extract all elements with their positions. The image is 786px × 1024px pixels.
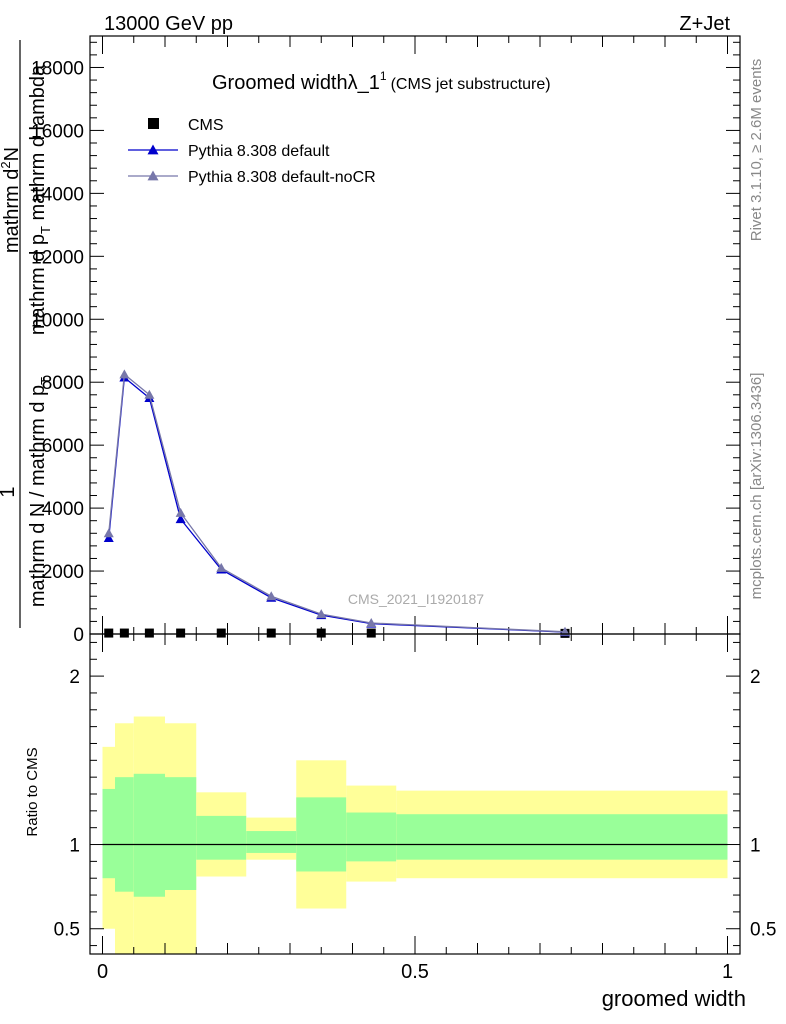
- svg-text:mathrm d N / mathrm d pT: mathrm d N / mathrm d pT: [27, 377, 53, 607]
- ratio-ticks: 0.5 0.5 1 1 2 2 0 0.5 1: [54, 634, 776, 983]
- main-ticks: 0 2000 4000 6000 8000 10000 12000 14000 16000 180…: [31, 36, 740, 646]
- data-point: [366, 628, 376, 638]
- ylabel-line1: mathrm d: [1, 169, 23, 253]
- ylabel-line1-rest: N: [1, 147, 23, 161]
- main-ytick-label: 12000: [31, 247, 84, 268]
- svg-text:mathrm d pT mathrm d lambda: mathrm d pT mathrm d lambda: [27, 64, 53, 335]
- ratio-ylabel: Ratio to CMS: [24, 747, 41, 836]
- rivet-label: Rivet 3.1.10, ≥ 2.6M events: [748, 59, 765, 242]
- data-point: [176, 628, 186, 638]
- energy-label: 13000 GeV pp: [104, 13, 233, 35]
- data-point: [144, 389, 155, 399]
- legend-item: Pythia 8.308 default-noCR: [128, 169, 376, 186]
- process-label: Z+Jet: [679, 13, 730, 35]
- main-title: Groomed widthλ_11 (CMS jet substructure): [212, 69, 551, 94]
- xtick-label: 0.5: [401, 961, 429, 983]
- data-point: [366, 617, 377, 627]
- data-point: [316, 628, 326, 638]
- ratio-band-inner: [296, 797, 347, 872]
- ratio-band-inner: [196, 815, 247, 860]
- title-text: Groomed width: [212, 72, 348, 94]
- series-1: [103, 372, 570, 637]
- ratio-ytick-label: 0.5: [54, 920, 80, 941]
- data-point: [266, 591, 277, 601]
- legend: CMS Pythia 8.308 default Pythia 8.308 defa…: [128, 117, 376, 186]
- ylabel-line2-rest: mathrm d lambda: [27, 64, 49, 226]
- main-ytick-label: 18000: [31, 58, 84, 79]
- ratio-band-inner: [133, 773, 165, 897]
- data-point: [119, 369, 130, 379]
- ratio-band-inner: [346, 812, 397, 862]
- data-point: [175, 514, 186, 524]
- data-point: [266, 628, 276, 638]
- ratio-ytick-label-right: 1: [750, 836, 761, 857]
- ratio-ytick-label: 1: [69, 836, 80, 857]
- data-point: [103, 528, 114, 538]
- data-point: [175, 507, 186, 517]
- data-point: [119, 628, 129, 638]
- series-line: [108, 376, 566, 633]
- data-point: [216, 562, 227, 572]
- legend-marker: [147, 170, 159, 181]
- mcplots-label: mcplots.cern.ch [arXiv:1306.3436]: [748, 373, 765, 600]
- main-ytick-label: 14000: [31, 184, 84, 205]
- xtick-label: 1: [722, 961, 733, 983]
- main-ytick-label: 0: [73, 625, 84, 646]
- ylabel-line2: mathrm d p: [27, 234, 49, 335]
- ylabel-numer: 1: [0, 486, 19, 497]
- ylabel-line1-sup: 2: [0, 161, 13, 168]
- ratio-panel: 0.5 0.5 1 1 2 2 0 0.5 1: [54, 633, 776, 983]
- main-ytick-label: 2000: [42, 562, 84, 583]
- ratio-band-inner: [396, 814, 728, 860]
- ratio-frame: [89, 633, 741, 955]
- legend-label: Pythia 8.308 default: [188, 143, 330, 160]
- ratio-band-inner: [246, 831, 297, 853]
- ylabel-line2-sub: T: [38, 226, 53, 234]
- ratio-band-inner: [115, 777, 134, 892]
- legend-label: Pythia 8.308 default-noCR: [188, 169, 376, 186]
- x-axis-label: groomed width: [602, 986, 746, 1011]
- main-panel: 0 2000 4000 6000 8000 10000 12000 14000 16000 180…: [31, 35, 741, 646]
- xtick-label: 0: [97, 961, 108, 983]
- main-ytick-label: 10000: [31, 310, 84, 331]
- main-series: [103, 369, 570, 638]
- data-point: [316, 609, 327, 619]
- data-point: [104, 628, 114, 638]
- ratio-bands: [102, 716, 728, 954]
- main-ytick-label: 4000: [42, 499, 84, 520]
- main-ylabel: mathrm d2N mathrm d pT mathrm d lambda 1…: [0, 40, 53, 628]
- title-symbol: λ_1: [348, 72, 380, 94]
- data-point: [103, 533, 114, 543]
- data-point: [144, 628, 154, 638]
- ratio-ytick-label: 2: [69, 667, 80, 688]
- ratio-band-inner: [165, 777, 197, 890]
- ylabel-denom: mathrm d N / mathrm d p: [27, 385, 49, 607]
- series-2: [103, 369, 570, 636]
- ratio-ytick-label-right: 0.5: [750, 920, 776, 941]
- ratio-band-inner: [102, 788, 115, 879]
- title-sup: 1: [380, 69, 387, 83]
- main-ytick-label: 6000: [42, 436, 84, 457]
- watermark: CMS_2021_I1920187: [348, 591, 484, 607]
- legend-marker: [148, 118, 159, 129]
- legend-marker: [147, 144, 159, 155]
- legend-item: CMS: [148, 117, 224, 134]
- main-ytick-label: 16000: [31, 121, 84, 142]
- series-line: [108, 373, 566, 633]
- legend-item: Pythia 8.308 default: [128, 143, 330, 160]
- svg-text:mathrm d2N: mathrm d2N: [0, 147, 23, 253]
- series-0: [104, 628, 570, 638]
- ratio-ytick-label-right: 2: [750, 667, 761, 688]
- svg-text:Groomed widthλ_11(CMS jet subs: Groomed widthλ_11 (CMS jet substructure): [212, 69, 551, 94]
- main-ytick-label: 8000: [42, 373, 84, 394]
- legend-label: CMS: [188, 117, 224, 134]
- data-point: [216, 628, 226, 638]
- title-subtitle: (CMS jet substructure): [391, 76, 551, 93]
- ylabel-denom-sub: T: [38, 377, 53, 385]
